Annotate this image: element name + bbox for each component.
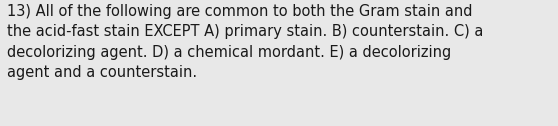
Text: 13) All of the following are common to both the Gram stain and
the acid-fast sta: 13) All of the following are common to b…: [7, 4, 483, 80]
